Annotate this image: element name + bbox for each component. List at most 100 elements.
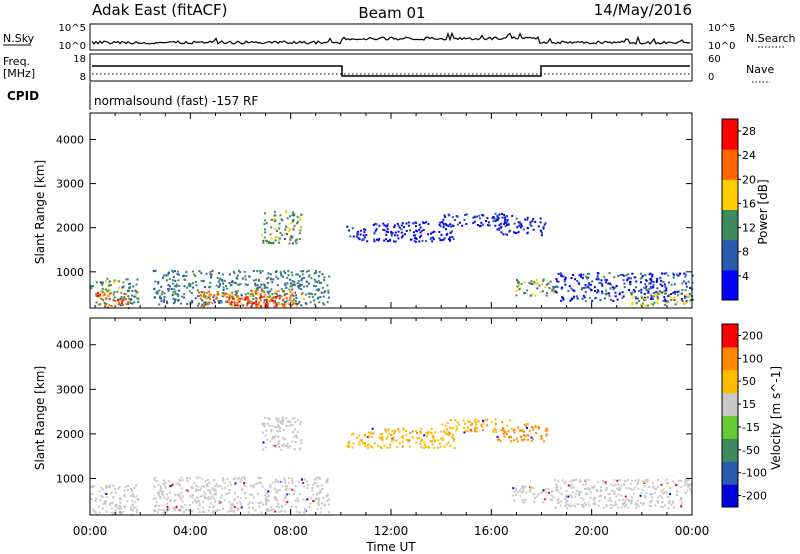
echo-cell [619,488,622,491]
velocity-data-layer [90,416,693,516]
echo-cell [420,230,423,232]
echo-cell [300,421,303,424]
echo-cell [98,490,101,493]
echo-cell [269,440,272,443]
echo-cell [202,292,205,295]
echo-cell [309,502,312,505]
echo-cell [381,438,384,441]
echo-cell [503,430,506,433]
echo-cell [358,440,361,443]
echo-cell [445,228,447,231]
echo-cell [120,296,123,298]
echo-cell [437,446,439,449]
echo-cell [187,284,190,287]
echo-cell [264,231,267,234]
echo-cell [236,277,239,280]
echo-cell [381,228,384,231]
echo-cell [282,437,285,440]
echo-cell [578,492,581,495]
echo-cell [90,287,93,290]
echo-cell [655,488,658,490]
echo-cell [641,274,644,277]
echo-cell [278,222,281,225]
echo-cell [499,227,502,230]
echo-cell [465,223,468,225]
echo-cell [257,292,260,295]
echo-cell [278,511,281,513]
echo-cell [393,240,395,243]
echo-cell [443,430,446,433]
echo-cell [443,445,446,448]
echo-cell [261,423,264,425]
echo-cell [658,292,661,295]
echo-cell [212,296,215,299]
echo-cell [645,279,648,282]
echo-cell [122,298,125,301]
echo-cell [281,304,284,307]
echo-cell [281,506,284,509]
echo-cell [351,446,354,449]
echo-cell [209,497,212,500]
echo-cell [634,296,637,298]
echo-cell [298,232,301,235]
nsky-line [91,31,691,45]
echo-cell [324,503,327,506]
echo-cell [519,489,521,492]
echo-cell [438,223,441,226]
echo-cell [236,290,239,293]
echo-cell [267,276,270,279]
echo-cell [287,270,290,273]
echo-cell [283,443,285,446]
echo-cell [541,232,543,234]
echo-cell [439,225,442,228]
echo-cell [287,274,290,277]
echo-cell [649,493,652,496]
echo-cell [630,479,633,482]
echo-cell [653,487,656,490]
echo-cell [132,285,135,288]
echo-cell [260,511,263,514]
echo-cell [190,485,193,488]
echo-cell [403,226,405,229]
echo-cell [235,292,238,295]
echo-cell [198,511,201,514]
echo-cell [266,286,269,289]
echo-cell [385,238,388,241]
echo-cell [201,478,204,480]
echo-cell [565,501,567,504]
echo-cell [294,484,297,487]
echo-cell [262,503,264,506]
echo-cell [503,221,506,224]
echo-cell [270,288,273,291]
echo-cell [121,511,124,514]
echo-cell [164,510,167,513]
echo-cell [298,238,301,241]
echo-cell [544,488,547,491]
echo-cell [623,286,626,289]
echo-cell [90,497,93,500]
power-panel-frame [89,112,693,309]
echo-cell [533,492,536,495]
echo-cell [636,483,639,486]
colorbar-tick-label: 200 [742,329,763,342]
echo-cell [200,291,203,294]
echo-cell [366,240,369,243]
echo-cell [513,231,516,234]
echo-cell [491,421,493,424]
echo-cell [522,501,525,504]
echo-cell [364,445,367,448]
echo-cell [511,494,514,497]
echo-cell [630,292,633,294]
echo-cell [462,419,465,422]
echo-cell [473,220,476,223]
echo-cell [288,299,291,302]
echo-cell [155,501,158,504]
echo-cell [441,423,444,426]
echo-cell [612,300,615,302]
echo-cell [505,215,508,218]
echo-cell [293,283,296,286]
echo-cell [230,305,233,308]
echo-cell [159,297,162,300]
echo-cell [229,301,232,304]
echo-cell [630,293,633,296]
